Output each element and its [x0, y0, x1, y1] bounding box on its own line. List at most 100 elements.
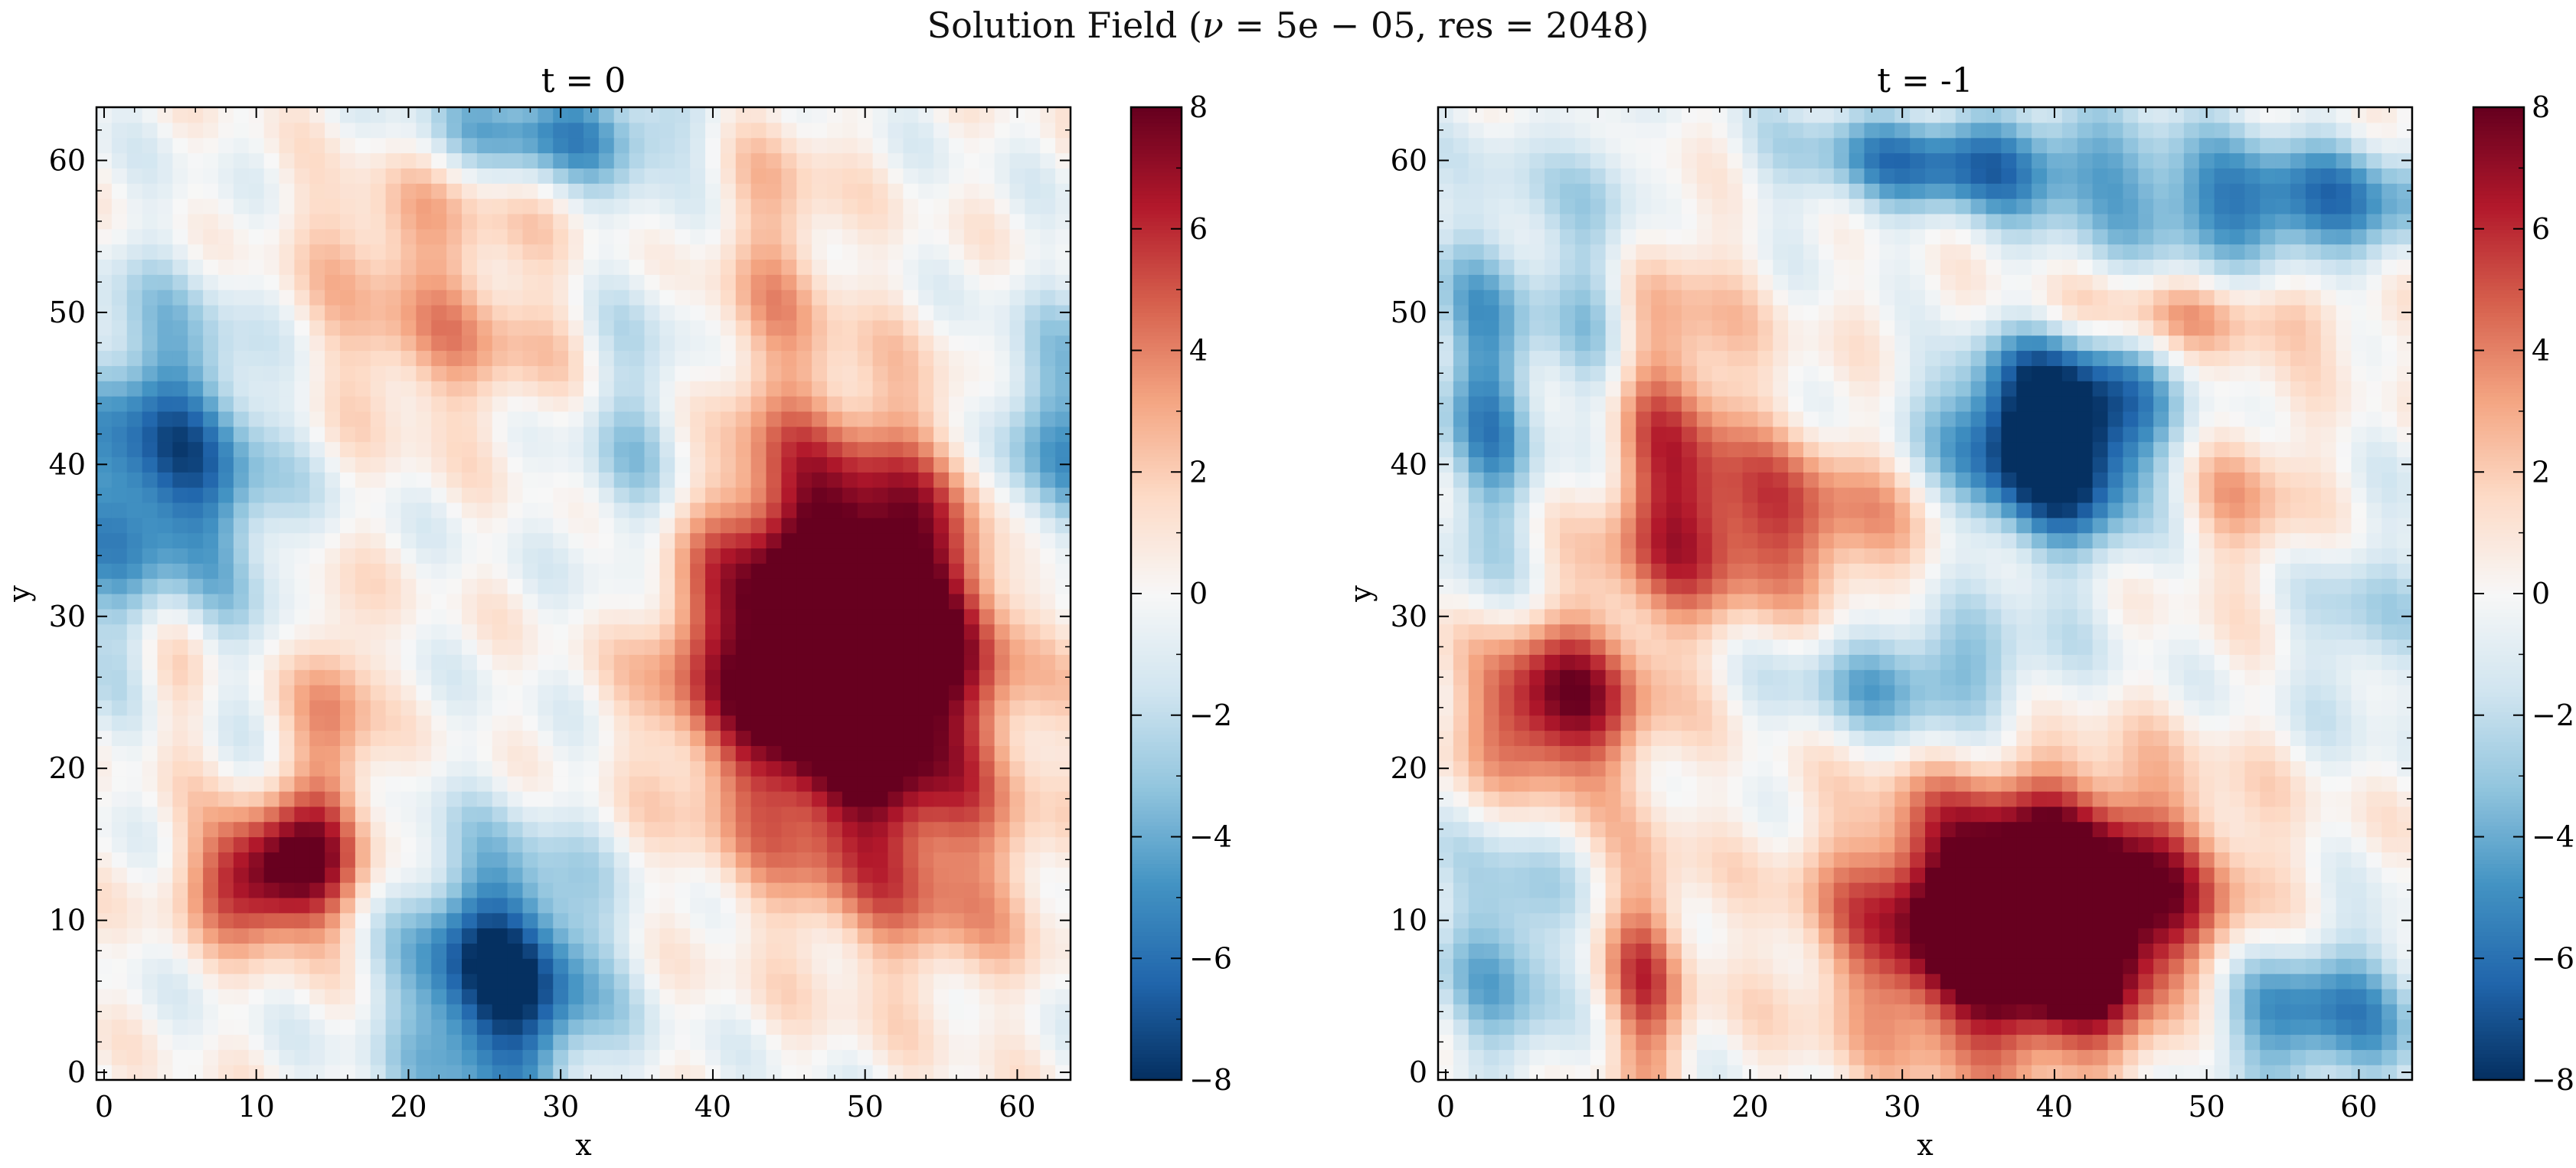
heatmap-cell [309, 381, 325, 397]
heatmap-cell [400, 654, 417, 670]
heatmap-cell [963, 532, 980, 549]
heatmap-cell [720, 699, 737, 716]
heatmap-cell [309, 943, 325, 959]
heatmap-cell [781, 761, 797, 777]
heatmap-cell [613, 852, 630, 868]
heatmap-cell [827, 472, 843, 488]
heatmap-cell [2305, 1049, 2322, 1065]
heatmap-cell [400, 836, 417, 852]
heatmap-cell [781, 290, 797, 306]
heatmap-cell [659, 532, 675, 549]
heatmap-cell [538, 290, 554, 306]
heatmap-cell [279, 654, 295, 670]
heatmap-cell [476, 594, 493, 610]
heatmap-cell [294, 274, 310, 290]
heatmap-cell [385, 973, 402, 990]
heatmap-cell [233, 745, 250, 761]
heatmap-cell [172, 867, 188, 883]
heatmap-cell [385, 381, 402, 397]
heatmap-cell [1788, 973, 1804, 990]
heatmap-cell [629, 213, 646, 230]
heatmap-cell [598, 502, 615, 519]
heatmap-cell [2198, 973, 2215, 990]
heatmap-cell [96, 487, 113, 503]
heatmap-cell [720, 745, 737, 761]
heatmap-cell [827, 381, 843, 397]
heatmap-cell [994, 654, 1011, 670]
heatmap-cell [126, 806, 143, 823]
heatmap-cell [96, 1019, 113, 1035]
heatmap-cell [1833, 1065, 1850, 1081]
heatmap-cell [994, 1034, 1011, 1050]
heatmap-cell [1040, 1003, 1056, 1020]
heatmap-cell [142, 654, 159, 670]
heatmap-cell [675, 563, 691, 579]
heatmap-cell [675, 213, 691, 230]
heatmap-cell [994, 183, 1011, 199]
heatmap-cell [1970, 1034, 1987, 1050]
heatmap-cell [325, 806, 341, 823]
heatmap-cell [1773, 1019, 1789, 1035]
heatmap-cell [918, 594, 934, 610]
heatmap-cell [933, 790, 950, 807]
heatmap-cell [96, 259, 113, 275]
heatmap-cell [888, 152, 904, 168]
colorbar-segment [1131, 282, 1182, 286]
heatmap-cell [1009, 685, 1025, 701]
heatmap-cell [2183, 1049, 2200, 1065]
heatmap-cell [903, 852, 919, 868]
heatmap-cell [400, 517, 417, 534]
heatmap-cell [233, 122, 250, 139]
heatmap-cell [355, 213, 371, 230]
heatmap-cell [1040, 244, 1056, 260]
heatmap-cell [355, 594, 371, 610]
heatmap-cell [812, 441, 828, 457]
heatmap-cell [1545, 1003, 1561, 1020]
heatmap-cell [507, 1049, 524, 1065]
heatmap-cell [248, 623, 265, 640]
heatmap-cell [492, 685, 508, 701]
heatmap-cell [1040, 319, 1056, 336]
heatmap-cell [842, 912, 858, 929]
heatmap-cell [431, 183, 447, 199]
heatmap-cell [872, 1065, 889, 1081]
heatmap-cell [416, 1019, 432, 1035]
heatmap-cell [690, 304, 706, 321]
heatmap-cell [279, 958, 295, 974]
heatmap-cell [963, 517, 980, 534]
heatmap-cell [918, 1019, 934, 1035]
heatmap-cell [431, 548, 447, 564]
heatmap-cell [796, 244, 812, 260]
heatmap-cell [172, 730, 188, 747]
heatmap-cell [888, 274, 904, 290]
heatmap-cell [203, 107, 219, 123]
heatmap-cell [1574, 1019, 1591, 1035]
heatmap-cell [431, 594, 447, 610]
heatmap-cell [553, 441, 569, 457]
heatmap-cell [157, 715, 173, 731]
heatmap-cell [2047, 973, 2063, 990]
heatmap-cell [157, 183, 173, 199]
heatmap-cell [2047, 988, 2063, 1005]
heatmap-cell [584, 897, 600, 914]
heatmap-cell [690, 685, 706, 701]
heatmap-cell [735, 730, 752, 747]
heatmap-cell [675, 396, 691, 412]
heatmap-cell [462, 335, 478, 352]
heatmap-cell [462, 912, 478, 929]
heatmap-cell [812, 168, 828, 184]
heatmap-cell [963, 152, 980, 168]
heatmap-cell [979, 806, 995, 823]
heatmap-cell [613, 578, 630, 594]
heatmap-cell [2397, 1034, 2413, 1050]
heatmap-cell [416, 107, 432, 123]
heatmap-cell [476, 335, 493, 352]
heatmap-cell [812, 639, 828, 655]
heatmap-cell [1055, 274, 1071, 290]
heatmap-cell [781, 532, 797, 549]
heatmap-cell [1025, 198, 1041, 214]
heatmap-cell [979, 198, 995, 214]
heatmap-cell [96, 563, 113, 579]
heatmap-cell [1955, 988, 1972, 1005]
heatmap-cell [1025, 912, 1041, 929]
